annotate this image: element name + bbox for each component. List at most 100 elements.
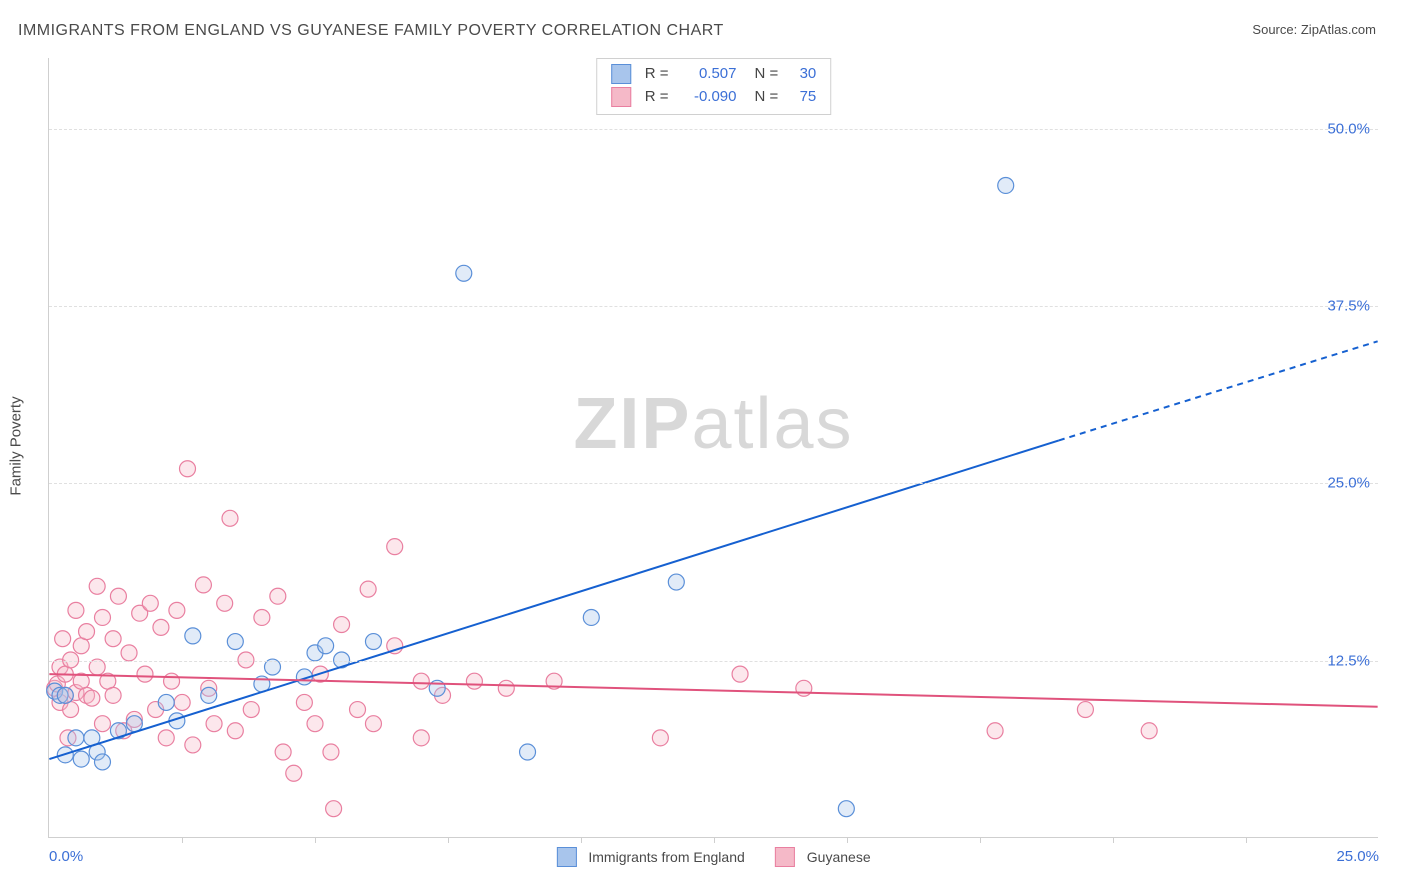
scatter-point [668,574,684,590]
scatter-point [583,609,599,625]
r-label: R = [645,63,669,86]
trendline-series1 [49,440,1059,759]
scatter-point [365,634,381,650]
r-value-series2: -0.090 [679,86,737,109]
xtick-mark [1246,837,1247,843]
scatter-point [1077,702,1093,718]
n-value-series2: 75 [788,86,816,109]
xtick-mark [448,837,449,843]
ytick-label: 37.5% [1327,298,1370,315]
scatter-point [286,765,302,781]
chart-source: Source: ZipAtlas.com [1252,22,1376,37]
xtick-mark [315,837,316,843]
scatter-point [365,716,381,732]
scatter-point [334,617,350,633]
scatter-point [55,631,71,647]
scatter-point [838,801,854,817]
legend-label-series1: Immigrants from England [588,849,744,865]
scatter-point [326,801,342,817]
r-value-series1: 0.507 [679,63,737,86]
scatter-point [185,628,201,644]
scatter-point [174,694,190,710]
scatter-point [195,577,211,593]
scatter-point [270,588,286,604]
gridline-h [49,483,1378,484]
xtick-mark [581,837,582,843]
scatter-point [387,539,403,555]
xtick-mark [714,837,715,843]
scatter-point [498,680,514,696]
scatter-point [169,602,185,618]
xtick-mark [980,837,981,843]
scatter-point [137,666,153,682]
scatter-point [732,666,748,682]
bottom-legend: Immigrants from England Guyanese [556,847,870,867]
trendline-series1-dash [1059,341,1378,440]
scatter-point [318,638,334,654]
scatter-point [68,602,84,618]
scatter-point [94,754,110,770]
ytick-label: 25.0% [1327,475,1370,492]
scatter-point [142,595,158,611]
scatter-point [413,673,429,689]
scatter-point [94,716,110,732]
scatter-point [243,702,259,718]
scatter-point [185,737,201,753]
scatter-point [57,687,73,703]
stats-row-series1: R = 0.507 N = 30 [611,63,817,86]
scatter-point [520,744,536,760]
scatter-point [254,609,270,625]
scatter-point [217,595,233,611]
scatter-point [84,690,100,706]
scatter-point [227,634,243,650]
source-label: Source: [1252,22,1297,37]
scatter-point [73,751,89,767]
n-label: N = [755,86,779,109]
xtick-mark [1113,837,1114,843]
scatter-point [998,177,1014,193]
scatter-svg [49,58,1378,837]
xtick-label: 0.0% [49,848,83,865]
scatter-point [456,265,472,281]
scatter-point [323,744,339,760]
scatter-point [227,723,243,739]
scatter-point [105,631,121,647]
scatter-point [201,687,217,703]
n-label: N = [755,63,779,86]
ytick-label: 50.0% [1327,120,1370,137]
scatter-point [68,730,84,746]
xtick-label: 25.0% [1336,848,1379,865]
scatter-point [164,673,180,689]
swatch-series2-bottom [775,847,795,867]
swatch-series1-bottom [556,847,576,867]
scatter-point [360,581,376,597]
scatter-point [222,510,238,526]
xtick-mark [847,837,848,843]
legend-item-series1: Immigrants from England [556,847,744,867]
scatter-point [652,730,668,746]
scatter-point [126,716,142,732]
y-axis-label: Family Poverty [8,396,25,495]
scatter-point [275,744,291,760]
gridline-h [49,661,1378,662]
scatter-point [158,730,174,746]
scatter-point [796,680,812,696]
scatter-point [158,694,174,710]
source-value: ZipAtlas.com [1301,22,1376,37]
scatter-point [105,687,121,703]
scatter-point [296,694,312,710]
scatter-point [110,588,126,604]
ytick-label: 12.5% [1327,652,1370,669]
chart-title: IMMIGRANTS FROM ENGLAND VS GUYANESE FAMI… [18,22,724,40]
scatter-point [413,730,429,746]
gridline-h [49,129,1378,130]
scatter-point [121,645,137,661]
scatter-point [79,624,95,640]
gridline-h [49,306,1378,307]
n-value-series1: 30 [788,63,816,86]
scatter-point [307,716,323,732]
xtick-mark [182,837,183,843]
scatter-point [206,716,222,732]
swatch-series2 [611,87,631,107]
swatch-series1 [611,64,631,84]
